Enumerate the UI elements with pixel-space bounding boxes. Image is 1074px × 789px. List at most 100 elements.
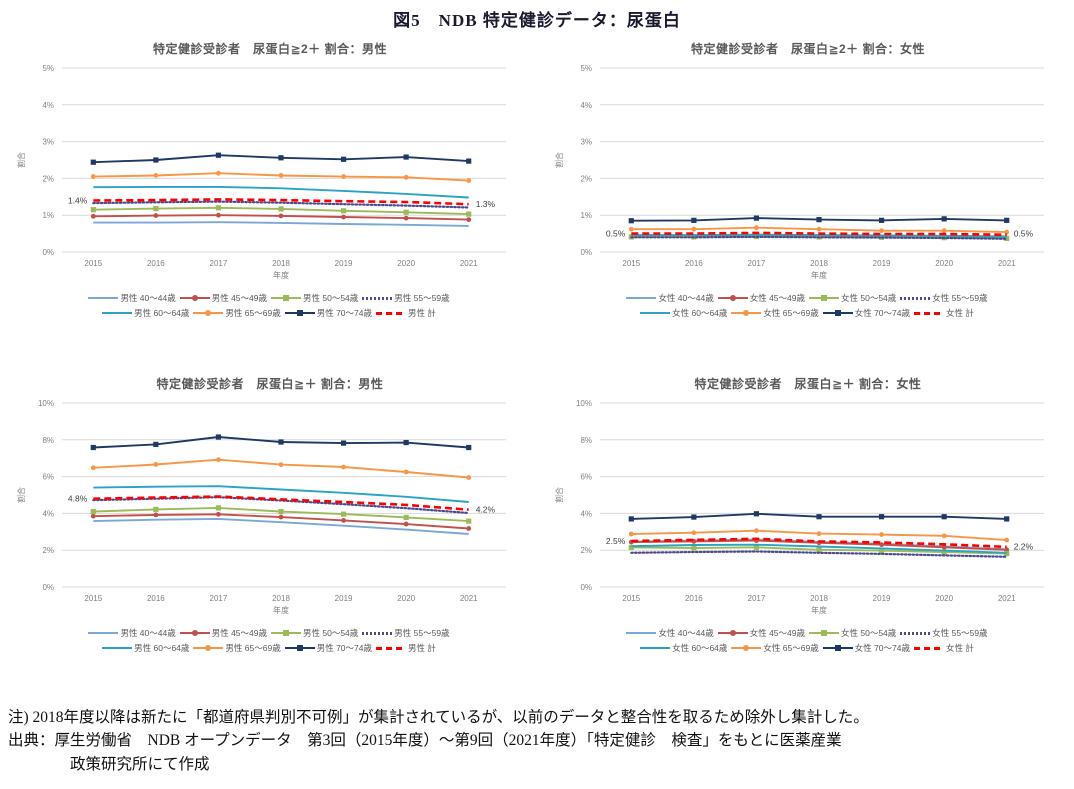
legend-label: 女性 55〜59歳 bbox=[932, 293, 988, 303]
legend-item[interactable]: 男性 計 bbox=[375, 307, 438, 319]
legend-item[interactable]: 男性 70〜74歳 bbox=[284, 307, 374, 319]
data-point-marker bbox=[691, 545, 697, 551]
x-axis-tick-label: 2020 bbox=[397, 259, 415, 268]
x-axis-title: 年度 bbox=[273, 605, 289, 615]
legend-label: 男性 65〜69歳 bbox=[225, 308, 281, 318]
legend-item[interactable]: 男性 50〜54歳 bbox=[271, 292, 360, 304]
data-point-marker bbox=[816, 226, 822, 232]
x-axis-tick-label: 2019 bbox=[335, 259, 353, 268]
legend-item[interactable]: 男性 40〜44歳 bbox=[88, 292, 177, 304]
data-point-marker bbox=[878, 217, 885, 223]
legend-swatch bbox=[822, 309, 853, 318]
legend-item[interactable]: 女性 55〜59歳 bbox=[900, 292, 989, 304]
data-point-marker bbox=[691, 514, 697, 520]
data-point-marker bbox=[628, 516, 634, 522]
legend-item[interactable]: 女性 70〜74歳 bbox=[822, 642, 912, 654]
legend-item[interactable]: 男性 45〜49歳 bbox=[179, 292, 269, 304]
data-point-marker bbox=[216, 511, 221, 517]
series-line bbox=[631, 233, 1007, 238]
legend-label: 男性 40〜44歳 bbox=[120, 293, 176, 303]
legend-row: 男性 40〜44歳 男性 45〜49歳 男性 50〜54歳 男性 55〜59歳 bbox=[88, 627, 451, 639]
legend-item[interactable]: 女性 70〜74歳 bbox=[822, 307, 912, 319]
y-axis-tick-label: 4% bbox=[42, 101, 54, 110]
legend-item[interactable]: 男性 70〜74歳 bbox=[284, 642, 374, 654]
x-axis-tick-label: 2016 bbox=[685, 594, 703, 603]
legend-label: 女性 45〜49歳 bbox=[749, 628, 805, 638]
data-point-marker bbox=[341, 464, 346, 470]
legend-item[interactable]: 男性 60〜64歳 bbox=[102, 642, 191, 654]
legend-swatch bbox=[626, 294, 657, 303]
legend-item[interactable]: 男性 65〜69歳 bbox=[193, 642, 282, 654]
legend-item[interactable]: 女性 45〜49歳 bbox=[717, 627, 807, 639]
legend-item[interactable]: 男性 45〜49歳 bbox=[179, 627, 269, 639]
legend-item[interactable]: 男性 60〜64歳 bbox=[102, 307, 191, 319]
legend-item[interactable]: 男性 55〜59歳 bbox=[362, 292, 451, 304]
legend-swatch bbox=[375, 644, 406, 653]
chart-svg: 0% 2% 4% 6% 8% 10% 割合 2.5% 2.2% 2015 2016 2017 2018 2… bbox=[554, 399, 1044, 615]
data-point-marker bbox=[1004, 217, 1010, 223]
legend-swatch bbox=[193, 309, 224, 318]
series-line bbox=[93, 495, 469, 511]
data-point-marker bbox=[278, 514, 284, 520]
legend-label: 男性 40〜44歳 bbox=[120, 628, 176, 638]
legend-item[interactable]: 女性 55〜59歳 bbox=[900, 627, 989, 639]
legend-swatch bbox=[731, 309, 762, 318]
legend-item[interactable]: 女性 40〜44歳 bbox=[626, 627, 715, 639]
data-point-marker bbox=[466, 526, 472, 531]
data-point-marker bbox=[466, 475, 472, 480]
x-axis-tick-label: 2016 bbox=[685, 259, 703, 268]
x-axis-tick-label: 2020 bbox=[397, 594, 415, 603]
legend-item[interactable]: 男性 計 bbox=[375, 642, 438, 654]
chart-panel-male-1plus: 特定健診受診者 尿蛋白≧＋ 割合：男性 0% 2% 4% 6% 8% 10% 割合 4.8% 4… bbox=[10, 375, 530, 695]
data-point-marker bbox=[466, 444, 472, 451]
legend-row: 男性 40〜44歳 男性 45〜49歳 男性 50〜54歳 男性 55〜59歳 bbox=[88, 292, 451, 304]
data-point-marker bbox=[466, 518, 472, 524]
legend-item[interactable]: 女性 60〜64歳 bbox=[640, 307, 729, 319]
x-axis-tick-label: 2018 bbox=[810, 594, 828, 603]
y-axis-tick-label: 8% bbox=[42, 436, 54, 445]
data-point-marker bbox=[691, 530, 697, 536]
data-point-marker bbox=[216, 457, 221, 463]
data-point-marker bbox=[215, 434, 222, 440]
legend-item[interactable]: 男性 50〜54歳 bbox=[271, 627, 360, 639]
legend-label: 女性 50〜54歳 bbox=[841, 628, 897, 638]
y-axis-tick-label: 2% bbox=[42, 546, 54, 555]
data-point-marker bbox=[403, 439, 409, 446]
y-axis-tick-label: 2% bbox=[580, 174, 592, 183]
data-point-marker bbox=[816, 531, 822, 537]
x-axis-tick-label: 2019 bbox=[873, 594, 891, 603]
data-point-marker bbox=[941, 514, 947, 520]
legend-item[interactable]: 女性 50〜54歳 bbox=[809, 292, 898, 304]
data-point-marker bbox=[879, 542, 884, 548]
legend-item[interactable]: 女性 50〜54歳 bbox=[809, 627, 898, 639]
data-point-marker bbox=[816, 547, 822, 553]
legend-item[interactable]: 女性 65〜69歳 bbox=[731, 307, 820, 319]
data-point-marker bbox=[153, 213, 159, 218]
legend-item[interactable]: 男性 65〜69歳 bbox=[193, 307, 282, 319]
data-point-marker bbox=[278, 155, 284, 161]
legend-item[interactable]: 女性 40〜44歳 bbox=[626, 292, 715, 304]
data-point-marker bbox=[753, 544, 760, 550]
legend-swatch bbox=[102, 644, 133, 653]
legend-label: 男性 50〜54歳 bbox=[303, 293, 359, 303]
legend-swatch bbox=[362, 629, 393, 638]
plot-area: 0% 2% 4% 6% 8% 10% 割合 2.5% 2.2% 2015 2016 2017 2018 2… bbox=[548, 395, 1068, 627]
legend-label: 男性 70〜74歳 bbox=[316, 643, 372, 653]
legend-item[interactable]: 女性 45〜49歳 bbox=[717, 292, 807, 304]
legend-item[interactable]: 男性 40〜44歳 bbox=[88, 627, 177, 639]
plot-area: 0% 1% 2% 3% 4% 5% 割合 1.4% 1.3% 2015 2016 2017 2018 20… bbox=[10, 60, 530, 292]
legend-item[interactable]: 女性 計 bbox=[913, 307, 976, 319]
value-annotation: 2.5% bbox=[606, 536, 626, 546]
legend-label: 女性 45〜49歳 bbox=[749, 293, 805, 303]
legend-item[interactable]: 女性 60〜64歳 bbox=[640, 642, 729, 654]
y-axis-tick-label: 3% bbox=[580, 138, 592, 147]
x-axis-tick-label: 2020 bbox=[935, 594, 953, 603]
y-axis-tick-label: 4% bbox=[42, 509, 54, 518]
legend-swatch bbox=[809, 629, 839, 638]
chart-title: 特定健診受診者 尿蛋白≧＋ 割合：男性 bbox=[156, 377, 384, 391]
legend-label: 男性 45〜49歳 bbox=[211, 293, 267, 303]
legend-swatch bbox=[822, 644, 853, 653]
legend-item[interactable]: 男性 55〜59歳 bbox=[362, 627, 451, 639]
legend-item[interactable]: 女性 65〜69歳 bbox=[731, 642, 820, 654]
legend-item[interactable]: 女性 計 bbox=[913, 642, 976, 654]
